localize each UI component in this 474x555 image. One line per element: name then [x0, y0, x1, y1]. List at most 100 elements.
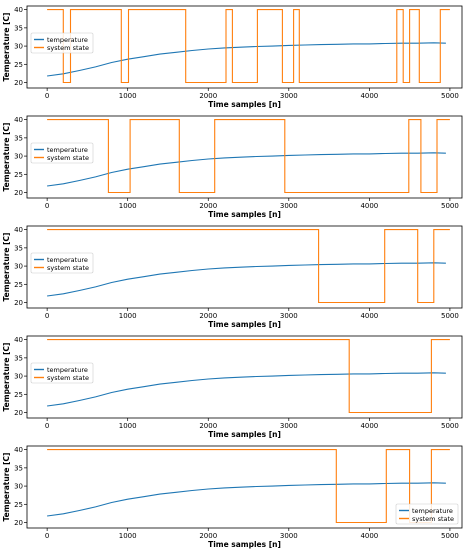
- legend-entry: system state: [47, 44, 89, 52]
- legend-entry: system state: [47, 264, 89, 272]
- x-tick-label: 5000: [441, 532, 459, 540]
- legend-entry: temperature: [47, 256, 88, 264]
- series-line-temperature: [47, 42, 446, 77]
- y-tick-label: 30: [14, 43, 23, 51]
- y-tick-label: 40: [14, 116, 23, 124]
- y-tick-label: 40: [14, 226, 23, 234]
- series-line-system-state: [47, 449, 450, 524]
- x-tick-label: 0: [45, 312, 49, 320]
- x-tick-label: 1000: [119, 92, 137, 100]
- chart-panel-5: 0 1000 2000 3000 4000 5000 20 25 30 35 40 Time samp…: [2, 445, 463, 549]
- y-axis-label: Temperature [C]: [2, 123, 11, 192]
- y-tick-label: 20: [14, 409, 23, 417]
- y-tick-label: 25: [14, 281, 23, 289]
- x-tick-label: 5000: [441, 202, 459, 210]
- x-tick-label: 1000: [119, 422, 137, 430]
- y-tick-label: 25: [14, 391, 23, 399]
- series-line-temperature: [47, 372, 446, 407]
- x-tick-label: 3000: [280, 92, 298, 100]
- x-tick-label: 2000: [199, 92, 217, 100]
- legend-box: [395, 503, 459, 525]
- y-tick-label: 20: [14, 299, 23, 307]
- y-tick-label: 25: [14, 501, 23, 509]
- legend-entry: temperature: [47, 36, 88, 44]
- y-tick-label: 40: [14, 446, 23, 454]
- x-axis-label: Time samples [n]: [208, 430, 281, 439]
- legend-entry: system state: [412, 515, 454, 523]
- chart-panel-3: 0 1000 2000 3000 4000 5000 20 25 30 35 40 Time samp…: [2, 225, 463, 329]
- legend-entry: system state: [47, 154, 89, 162]
- x-tick-label: 1000: [119, 312, 137, 320]
- y-tick-label: 35: [14, 134, 23, 142]
- x-tick-label: 1000: [119, 202, 137, 210]
- x-tick-label: 2000: [199, 202, 217, 210]
- series-line-temperature: [47, 482, 446, 517]
- series-line-system-state: [47, 229, 450, 304]
- x-axis-label: Time samples [n]: [208, 540, 281, 549]
- y-tick-label: 30: [14, 263, 23, 271]
- y-axis-label: Temperature [C]: [2, 13, 11, 82]
- x-tick-label: 1000: [119, 532, 137, 540]
- y-tick-label: 40: [14, 336, 23, 344]
- x-tick-label: 3000: [280, 312, 298, 320]
- series-line-system-state: [47, 339, 450, 414]
- y-tick-label: 25: [14, 171, 23, 179]
- legend-box: [30, 252, 94, 274]
- x-axis-label: Time samples [n]: [208, 320, 281, 329]
- y-tick-label: 25: [14, 61, 23, 69]
- x-axis-label: Time samples [n]: [208, 100, 281, 109]
- y-tick-label: 35: [14, 24, 23, 32]
- x-tick-label: 2000: [199, 312, 217, 320]
- x-tick-label: 5000: [441, 422, 459, 430]
- y-tick-label: 20: [14, 189, 23, 197]
- x-tick-label: 4000: [360, 532, 378, 540]
- y-axis-label: Temperature [C]: [2, 233, 11, 302]
- x-tick-label: 0: [45, 532, 49, 540]
- y-tick-label: 35: [14, 354, 23, 362]
- legend-box: [30, 362, 94, 384]
- x-tick-label: 2000: [199, 422, 217, 430]
- x-tick-label: 4000: [360, 202, 378, 210]
- y-tick-label: 30: [14, 373, 23, 381]
- legend-entry: system state: [47, 374, 89, 382]
- series-line-system-state: [47, 119, 450, 194]
- series-line-temperature: [47, 262, 446, 297]
- y-axis-label: Temperature [C]: [2, 343, 11, 412]
- series-line-temperature: [47, 152, 446, 187]
- x-axis-label: Time samples [n]: [208, 210, 281, 219]
- x-tick-label: 0: [45, 92, 49, 100]
- x-tick-label: 0: [45, 422, 49, 430]
- x-tick-label: 3000: [280, 532, 298, 540]
- chart-panel-4: 0 1000 2000 3000 4000 5000 20 25 30 35 40 Time samp…: [2, 335, 463, 439]
- legend-box: [30, 32, 94, 54]
- y-tick-label: 20: [14, 79, 23, 87]
- x-tick-label: 4000: [360, 422, 378, 430]
- x-tick-label: 4000: [360, 92, 378, 100]
- x-tick-label: 2000: [199, 532, 217, 540]
- x-tick-label: 3000: [280, 202, 298, 210]
- x-tick-label: 4000: [360, 312, 378, 320]
- y-tick-label: 30: [14, 483, 23, 491]
- y-tick-label: 40: [14, 6, 23, 14]
- legend-entry: temperature: [47, 146, 88, 154]
- x-tick-label: 5000: [441, 312, 459, 320]
- chart-panel-2: 0 1000 2000 3000 4000 5000 20 25 30 35 40 Time samp…: [2, 115, 463, 219]
- legend-box: [30, 142, 94, 164]
- legend-entry: temperature: [412, 507, 453, 515]
- series-line-system-state: [47, 9, 450, 84]
- chart-panel-1: 0 1000 2000 3000 4000 5000 20 25 30 35 40 Time samp…: [2, 5, 463, 109]
- y-tick-label: 35: [14, 464, 23, 472]
- y-tick-label: 20: [14, 519, 23, 527]
- x-tick-label: 3000: [280, 422, 298, 430]
- y-axis-label: Temperature [C]: [2, 453, 11, 522]
- y-tick-label: 30: [14, 153, 23, 161]
- x-tick-label: 5000: [441, 92, 459, 100]
- legend-entry: temperature: [47, 366, 88, 374]
- x-tick-label: 0: [45, 202, 49, 210]
